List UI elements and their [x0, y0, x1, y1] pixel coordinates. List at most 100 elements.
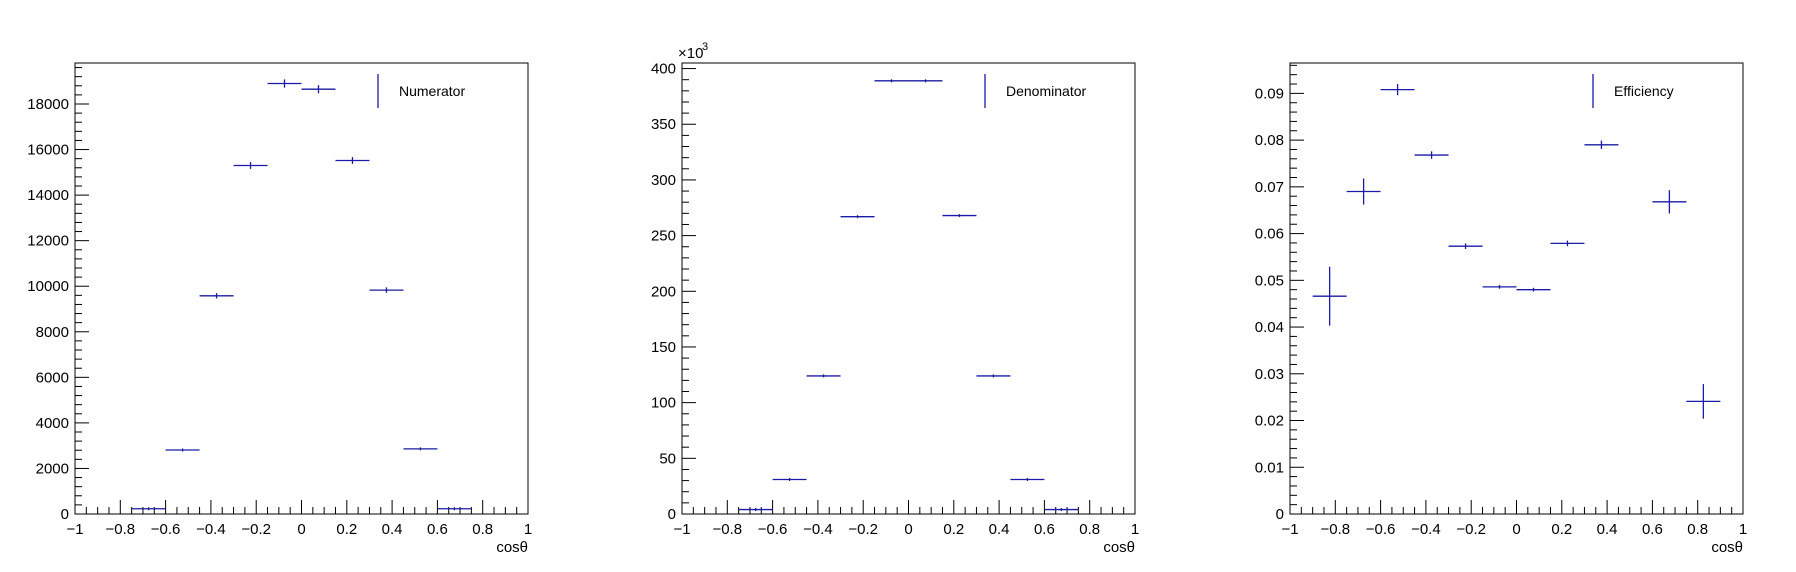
x-tick-label: 0.4	[382, 521, 403, 538]
data-point	[1516, 287, 1551, 292]
x-tick-label: 0.4	[989, 521, 1010, 538]
y-tick-label: 0.06	[1255, 226, 1284, 243]
data-point	[976, 374, 1011, 378]
legend: Denominator	[984, 74, 1086, 108]
y-tick-label: 0.09	[1255, 85, 1284, 102]
data-point	[369, 287, 404, 293]
data-point	[1414, 151, 1449, 159]
x-tick-label: 0.4	[1597, 521, 1618, 538]
y-multiplier-label: ×10	[678, 45, 703, 62]
data-point	[1550, 240, 1585, 247]
y-tick-label: 10000	[27, 278, 69, 295]
legend: Efficiency	[1592, 74, 1674, 108]
x-axis-label: cosθ	[1711, 539, 1743, 556]
y-tick-label: 350	[651, 116, 676, 133]
data-point	[840, 215, 875, 219]
data-point	[301, 85, 336, 94]
data-point	[738, 508, 773, 512]
plot-frame	[1289, 62, 1744, 515]
x-axis-label: cosθ	[1103, 539, 1135, 556]
x-tick-label: −1	[673, 521, 690, 538]
y-tick-label: 0	[1276, 506, 1284, 523]
x-tick-label: −0.6	[758, 521, 788, 538]
data-point	[131, 507, 166, 511]
y-tick-label: 400	[651, 61, 676, 78]
legend: Numerator	[377, 74, 465, 108]
y-tick-label: 200	[651, 283, 676, 300]
x-tick-label: −0.4	[803, 521, 833, 538]
x-tick-label: −0.6	[1366, 521, 1396, 538]
x-tick-label: −0.6	[151, 521, 181, 538]
y-tick-label: 0.04	[1255, 319, 1284, 336]
data-point	[233, 162, 268, 169]
y-tick-label: 6000	[36, 369, 69, 386]
data-point	[199, 293, 234, 299]
y-tick-label: 8000	[36, 324, 69, 341]
data-point	[403, 447, 438, 451]
x-tick-label: 0.8	[472, 521, 493, 538]
y-tick-label: 0	[61, 506, 69, 523]
y-tick-label: 0.08	[1255, 132, 1284, 149]
data-point	[908, 79, 943, 83]
data-series	[738, 79, 1079, 512]
y-axis: 0 0.01 0.02 0.03 0.04 0.05 0.06 0.07 0.08 0.09	[1255, 64, 1304, 523]
x-tick-label: −0.4	[196, 521, 226, 538]
data-point	[437, 507, 472, 511]
x-tick-label: 0	[904, 521, 912, 538]
data-point	[267, 79, 302, 88]
y-axis: 0 2000 4000 6000 8000 10000 12000 14000 16000 180…	[27, 67, 89, 523]
x-tick-label: −1	[1281, 521, 1298, 538]
x-tick-label: 1	[524, 521, 532, 538]
x-tick-label: 0.6	[1642, 521, 1663, 538]
data-point	[1584, 140, 1619, 149]
x-tick-label: −0.8	[1320, 521, 1350, 538]
x-tick-label: −0.2	[1456, 521, 1486, 538]
data-point	[1044, 508, 1079, 512]
plot-frame	[74, 62, 529, 515]
x-tick-label: −1	[66, 521, 83, 538]
x-tick-label: 0.6	[427, 521, 448, 538]
data-point	[165, 448, 200, 452]
x-axis-label: cosθ	[496, 539, 528, 556]
data-point	[942, 214, 977, 218]
legend-label: Denominator	[1006, 83, 1086, 99]
data-point	[1380, 84, 1415, 96]
data-point	[1010, 477, 1045, 481]
data-series	[1312, 84, 1721, 419]
data-point	[874, 79, 909, 83]
y-tick-label: 50	[659, 450, 676, 467]
x-tick-label: 0.8	[1079, 521, 1100, 538]
data-point	[1448, 243, 1483, 250]
y-tick-label: 0.03	[1255, 366, 1284, 383]
data-point	[335, 157, 370, 164]
x-tick-label: 0	[1512, 521, 1520, 538]
y-multiplier-exponent: 3	[702, 41, 708, 53]
y-tick-label: 100	[651, 395, 676, 412]
data-point	[1312, 266, 1347, 326]
y-tick-label: 18000	[27, 96, 69, 113]
data-series	[131, 79, 472, 511]
x-tick-label: 0	[297, 521, 305, 538]
y-tick-label: 2000	[36, 460, 69, 477]
plot-frame	[681, 62, 1136, 515]
y-tick-label: 0.05	[1255, 272, 1284, 289]
x-tick-label: −0.8	[712, 521, 742, 538]
x-tick-label: 0.2	[943, 521, 964, 538]
data-point	[772, 477, 807, 481]
x-tick-label: 0.6	[1034, 521, 1055, 538]
y-axis: 0 50 100 150 200 250 300 350 400×103	[651, 41, 708, 523]
x-tick-label: 1	[1739, 521, 1747, 538]
x-tick-label: 0.8	[1687, 521, 1708, 538]
x-tick-label: −0.8	[105, 521, 135, 538]
data-point	[806, 374, 841, 378]
y-tick-label: 150	[651, 339, 676, 356]
x-tick-label: 1	[1131, 521, 1139, 538]
data-point	[1652, 190, 1687, 214]
